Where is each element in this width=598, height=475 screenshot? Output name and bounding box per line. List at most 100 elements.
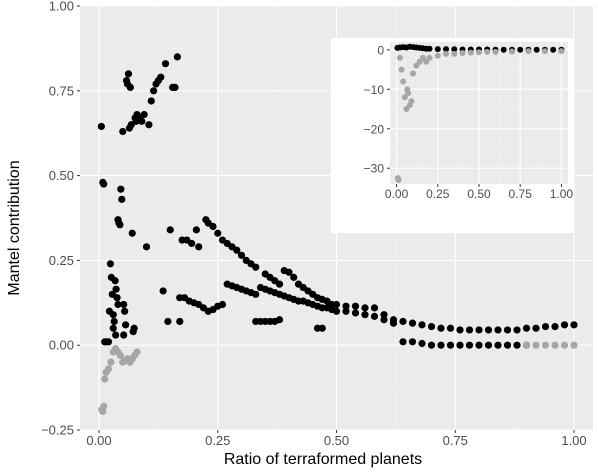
inset-panel — [390, 42, 568, 184]
main-x-tick-label: 0.25 — [205, 433, 230, 448]
inset-data-point — [434, 52, 441, 59]
main-y-tick-label: 0.25 — [49, 253, 74, 268]
main-x-tick-label: 1.00 — [561, 433, 586, 448]
main-data-point — [256, 317, 265, 326]
main-data-point — [408, 319, 417, 327]
main-data-point — [237, 251, 246, 259]
main-data-point — [475, 341, 483, 349]
main-data-point — [252, 263, 260, 271]
main-data-point — [380, 311, 388, 319]
main-data-point — [106, 260, 114, 268]
main-data-point — [570, 341, 578, 349]
main-data-point — [126, 83, 134, 92]
main-data-point — [456, 341, 464, 349]
main-x-tick-label: 0.75 — [443, 433, 468, 448]
inset-x-tick-label: 0.00 — [385, 187, 409, 201]
main-data-point — [351, 302, 360, 310]
main-data-point — [104, 338, 113, 346]
main-data-point — [209, 222, 217, 231]
main-data-point — [124, 70, 133, 78]
main-data-point — [494, 341, 502, 349]
main-y-tick-label: 1.00 — [49, 0, 74, 14]
inset-data-point — [533, 46, 540, 53]
main-data-point — [370, 304, 379, 312]
inset-data-point — [467, 49, 474, 56]
inset-data-point — [410, 70, 417, 77]
main-data-point — [418, 321, 426, 329]
main-data-point — [107, 358, 115, 366]
main-data-point — [532, 324, 540, 332]
main-data-point — [214, 229, 222, 237]
main-data-point — [166, 226, 174, 234]
inset-data-point — [517, 46, 524, 53]
inset-data-point — [434, 46, 441, 53]
inset-data-point — [484, 48, 491, 55]
inset-y-tick-label: −10 — [364, 83, 385, 97]
x-axis-title: Ratio of terraformed planets — [224, 451, 422, 468]
inset-data-point — [426, 54, 433, 61]
inset-data-point — [398, 66, 405, 73]
inset-data-point — [541, 48, 548, 55]
main-data-point — [503, 326, 512, 334]
inset-data-point — [550, 46, 557, 53]
inset-y-tick-label: −30 — [364, 162, 385, 176]
main-data-point — [133, 348, 141, 356]
main-data-point — [513, 326, 521, 334]
main-data-point — [150, 87, 158, 95]
main-data-point — [484, 326, 493, 334]
inset-data-point — [492, 48, 499, 55]
main-data-point — [159, 287, 167, 295]
inset-y-tick-labels: −30 −20 −10 0 — [364, 43, 390, 176]
main-data-point — [290, 273, 298, 281]
inset-data-point — [451, 50, 458, 57]
main-data-point — [119, 127, 127, 136]
main-data-point — [332, 307, 341, 315]
main-data-point — [399, 338, 407, 346]
main-data-point — [446, 324, 455, 332]
inset-x-tick-label: 1.00 — [550, 187, 574, 201]
main-data-point — [551, 341, 559, 349]
main-data-point — [114, 300, 122, 309]
inset-data-point — [405, 90, 412, 97]
inset-data-point — [459, 50, 466, 57]
main-data-point — [97, 122, 105, 131]
main-data-point — [128, 229, 136, 237]
main-data-point — [342, 302, 350, 310]
main-data-point — [195, 243, 203, 251]
inset-data-point — [413, 62, 420, 69]
y-axis-title: Mantel contribution — [6, 160, 23, 295]
main-data-point — [120, 300, 128, 309]
main-data-point — [503, 341, 512, 349]
main-data-point — [117, 185, 125, 193]
main-data-point — [173, 53, 181, 61]
main-data-point — [465, 341, 474, 349]
main-data-point — [361, 304, 369, 312]
main-data-point — [252, 290, 260, 298]
main-data-point — [188, 239, 196, 248]
main-data-point — [100, 180, 108, 188]
main-data-point — [171, 83, 179, 92]
inset-x-tick-labels: 0.00 0.25 0.50 0.75 1.00 — [385, 184, 573, 201]
main-data-point — [437, 341, 445, 349]
main-data-point — [389, 319, 398, 327]
main-x-tick-labels: 0.00 0.25 0.50 0.75 1.00 — [86, 430, 587, 448]
main-data-point — [116, 351, 124, 359]
main-data-point — [145, 121, 153, 129]
main-data-point — [408, 338, 417, 346]
inset-data-point — [423, 58, 430, 65]
main-data-point — [370, 312, 379, 320]
main-data-point — [484, 341, 493, 349]
main-data-point — [275, 316, 284, 324]
main-data-point — [130, 324, 138, 332]
main-data-point — [122, 321, 130, 329]
inset-x-tick-label: 0.25 — [426, 187, 450, 201]
main-data-point — [285, 268, 293, 276]
main-x-tick-label: 0.00 — [86, 433, 111, 448]
main-data-point — [113, 294, 121, 302]
main-data-point — [380, 316, 388, 324]
inset-data-point — [443, 46, 450, 53]
main-data-point — [101, 375, 109, 383]
main-data-point — [161, 60, 170, 68]
inset-data-point — [476, 49, 482, 56]
